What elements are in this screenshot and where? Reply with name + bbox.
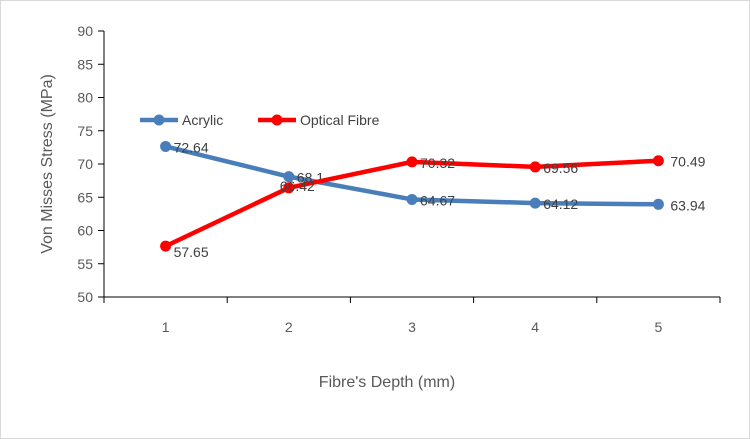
data-label-acrylic: 64.67: [420, 192, 455, 208]
x-tick-label: 5: [655, 319, 663, 335]
legend-item-acrylic: Acrylic: [140, 112, 223, 128]
x-tick-label: 3: [408, 319, 416, 335]
x-axis-title: Fibre's Depth (mm): [319, 374, 455, 391]
data-point-optical-fibre: [529, 161, 541, 173]
y-tick-label: 60: [77, 223, 93, 239]
data-label-optical-fibre: 70.49: [670, 154, 705, 170]
data-label-optical-fibre: 57.65: [174, 244, 209, 260]
y-tick-label: 85: [77, 56, 93, 72]
data-label-optical-fibre: 69.56: [543, 160, 578, 176]
y-tick-label: 80: [77, 90, 93, 106]
data-point-acrylic: [283, 171, 295, 183]
data-point-acrylic: [160, 140, 172, 152]
legend-item-optical-fibre: Optical Fibre: [258, 112, 380, 128]
data-point-acrylic: [529, 197, 541, 209]
y-tick-label: 65: [77, 189, 93, 205]
data-label-acrylic: 63.94: [670, 197, 705, 213]
y-axis-ticks: 50 55 60 65 70 75 80 85 90: [77, 23, 104, 305]
x-axis-ticks: 1 2 3 4 5: [103, 297, 721, 335]
y-axis-title: Von Misses Stress (MPa): [39, 74, 56, 254]
x-tick-label: 1: [162, 319, 170, 335]
x-tick-label: 2: [285, 319, 293, 335]
legend-label-acrylic: Acrylic: [182, 112, 223, 128]
x-tick-label: 4: [531, 319, 539, 335]
data-point-optical-fibre: [283, 182, 295, 194]
legend-marker-acrylic: [153, 114, 165, 126]
y-tick-label: 75: [77, 123, 93, 139]
y-tick-label: 55: [77, 256, 93, 272]
data-label-acrylic: 72.64: [174, 139, 209, 155]
legend-marker-optical-fibre: [271, 114, 283, 126]
data-point-optical-fibre: [160, 240, 172, 252]
y-tick-label: 70: [77, 156, 93, 172]
series-optical-fibre: 57.65 66.42 70.32 69.56 70.49: [160, 154, 706, 260]
legend-label-optical-fibre: Optical Fibre: [300, 112, 380, 128]
y-tick-label: 50: [77, 289, 93, 305]
data-point-optical-fibre: [406, 156, 418, 168]
data-point-acrylic: [406, 193, 418, 205]
y-tick-label: 90: [77, 23, 93, 39]
data-point-acrylic: [652, 198, 664, 210]
data-label-optical-fibre: 66.42: [280, 178, 315, 194]
data-label-acrylic: 64.12: [543, 196, 578, 212]
legend: Acrylic Optical Fibre: [140, 112, 380, 128]
data-point-optical-fibre: [652, 155, 664, 167]
data-label-optical-fibre: 70.32: [420, 155, 455, 171]
